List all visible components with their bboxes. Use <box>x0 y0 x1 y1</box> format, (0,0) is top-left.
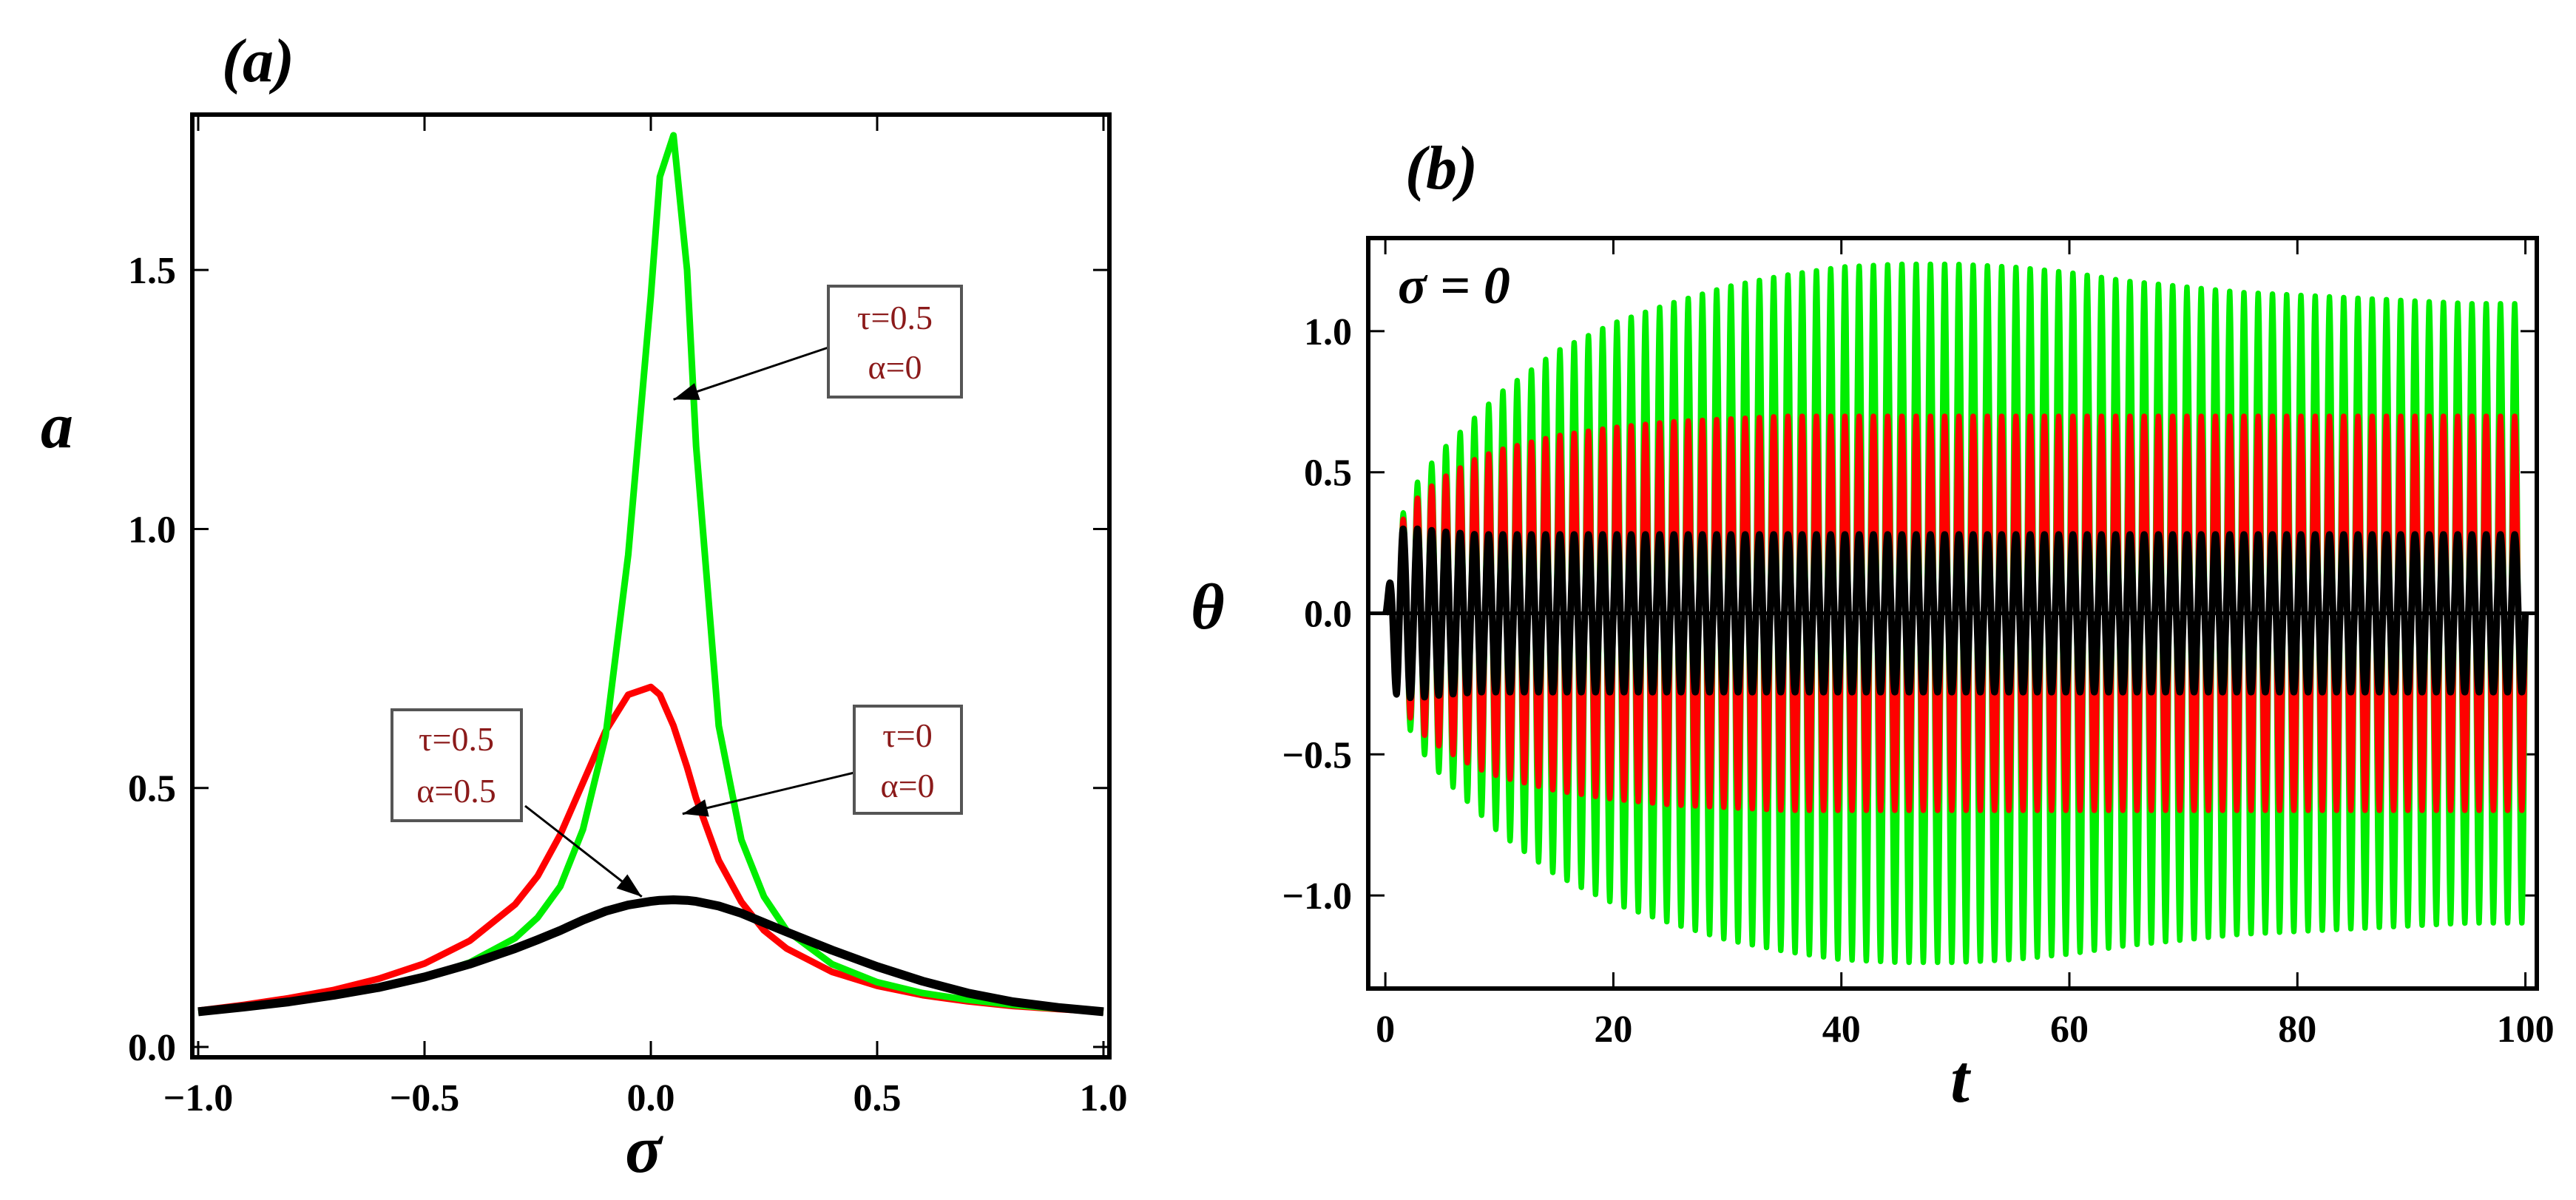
panel-b-y-tick-label: 0.0 <box>1304 594 1352 636</box>
panel-b-inset-text: σ = 0 <box>1398 256 1510 315</box>
annotation-black-line1: τ=0.5 <box>419 720 494 758</box>
panel-a-frame <box>190 112 1112 1060</box>
panel-b-y-axis-title: θ <box>1191 572 1225 643</box>
annotation-green: τ=0.5 α=0 <box>673 285 963 401</box>
panel-a-y-tick-label: 1.0 <box>128 509 176 551</box>
panel-a-series-2 <box>197 895 1104 1017</box>
panel-b-frame <box>1366 236 2539 991</box>
panel-a-x-tick-label: 0.0 <box>627 1077 675 1119</box>
panel-a-x-tick-label: −0.5 <box>390 1077 460 1119</box>
annotation-black-line2: α=0.5 <box>416 772 496 810</box>
panel-b-y-tick-label: −1.0 <box>1282 875 1352 918</box>
annotation-green-line2: α=0 <box>868 348 922 386</box>
panel-a-series-0 <box>197 683 1104 1015</box>
annotation-red-arrow <box>682 771 855 816</box>
panel-b: (b) θ t 0 20 40 60 80 100 −1.0 −0.5 0.0 0.5 1.0 σ … <box>1191 134 2555 1116</box>
panel-a-y-tick-label: 1.5 <box>128 250 176 292</box>
panel-a-label: (a) <box>222 27 294 95</box>
annotation-green-arrowhead <box>673 383 700 400</box>
panel-b-x-tick-label: 60 <box>2050 1009 2089 1051</box>
annotation-red: τ=0 α=0 <box>682 705 963 817</box>
panel-a-y-tick-label: 0.0 <box>128 1027 176 1069</box>
panel-a-y-tick-label: 0.5 <box>128 768 176 810</box>
panel-a-x-tick-label: 1.0 <box>1080 1077 1128 1119</box>
annotation-black-box <box>391 708 523 822</box>
panel-a-x-axis-title: σ <box>625 1111 663 1187</box>
panel-b-y-tick-label: −0.5 <box>1282 734 1352 776</box>
panel-b-x-tick-label: 40 <box>1822 1009 1861 1051</box>
panel-b-x-axis-title: t <box>1950 1041 1971 1116</box>
panel-b-label: (b) <box>1405 134 1478 203</box>
panel-a-curves <box>197 132 1104 1017</box>
panel-b-tick-labels: 0 20 40 60 80 100 −1.0 −0.5 0.0 0.5 1.0 <box>1282 311 2554 1051</box>
annotation-green-line1: τ=0.5 <box>857 299 933 336</box>
panel-b-y-tick-label: 1.0 <box>1304 311 1352 353</box>
panel-a-series-1 <box>197 132 1104 1015</box>
annotation-green-box <box>827 285 963 399</box>
annotation-red-line1: τ=0 <box>882 716 932 754</box>
annotation-red-arrowhead <box>682 799 709 817</box>
annotation-black-arrowhead <box>616 874 642 897</box>
panel-a-x-tick-label: 0.5 <box>853 1077 902 1119</box>
panel-b-y-tick-label: 0.5 <box>1304 452 1352 495</box>
annotation-green-arrow <box>673 346 829 401</box>
panel-a-ticks <box>192 115 1109 1057</box>
panel-a-x-tick-label: −1.0 <box>163 1077 234 1119</box>
annotation-red-line2: α=0 <box>880 767 934 804</box>
annotation-black: τ=0.5 α=0.5 <box>391 708 643 898</box>
panel-b-x-tick-label: 80 <box>2278 1009 2316 1051</box>
annotation-red-box <box>853 705 963 815</box>
panel-a-tick-labels: −1.0 −0.5 0.0 0.5 1.0 0.0 0.5 1.0 1.5 <box>128 250 1128 1119</box>
panel-b-x-tick-label: 0 <box>1376 1009 1395 1051</box>
panel-b-x-tick-label: 100 <box>2497 1009 2555 1051</box>
panel-b-x-tick-label: 20 <box>1594 1009 1632 1051</box>
panel-a-y-axis-title: a <box>41 390 73 462</box>
panel-a: (a) a σ −1.0 −0.5 0.0 0.5 1.0 0.0 0.5 1.0 1.5 τ=… <box>41 27 1128 1187</box>
